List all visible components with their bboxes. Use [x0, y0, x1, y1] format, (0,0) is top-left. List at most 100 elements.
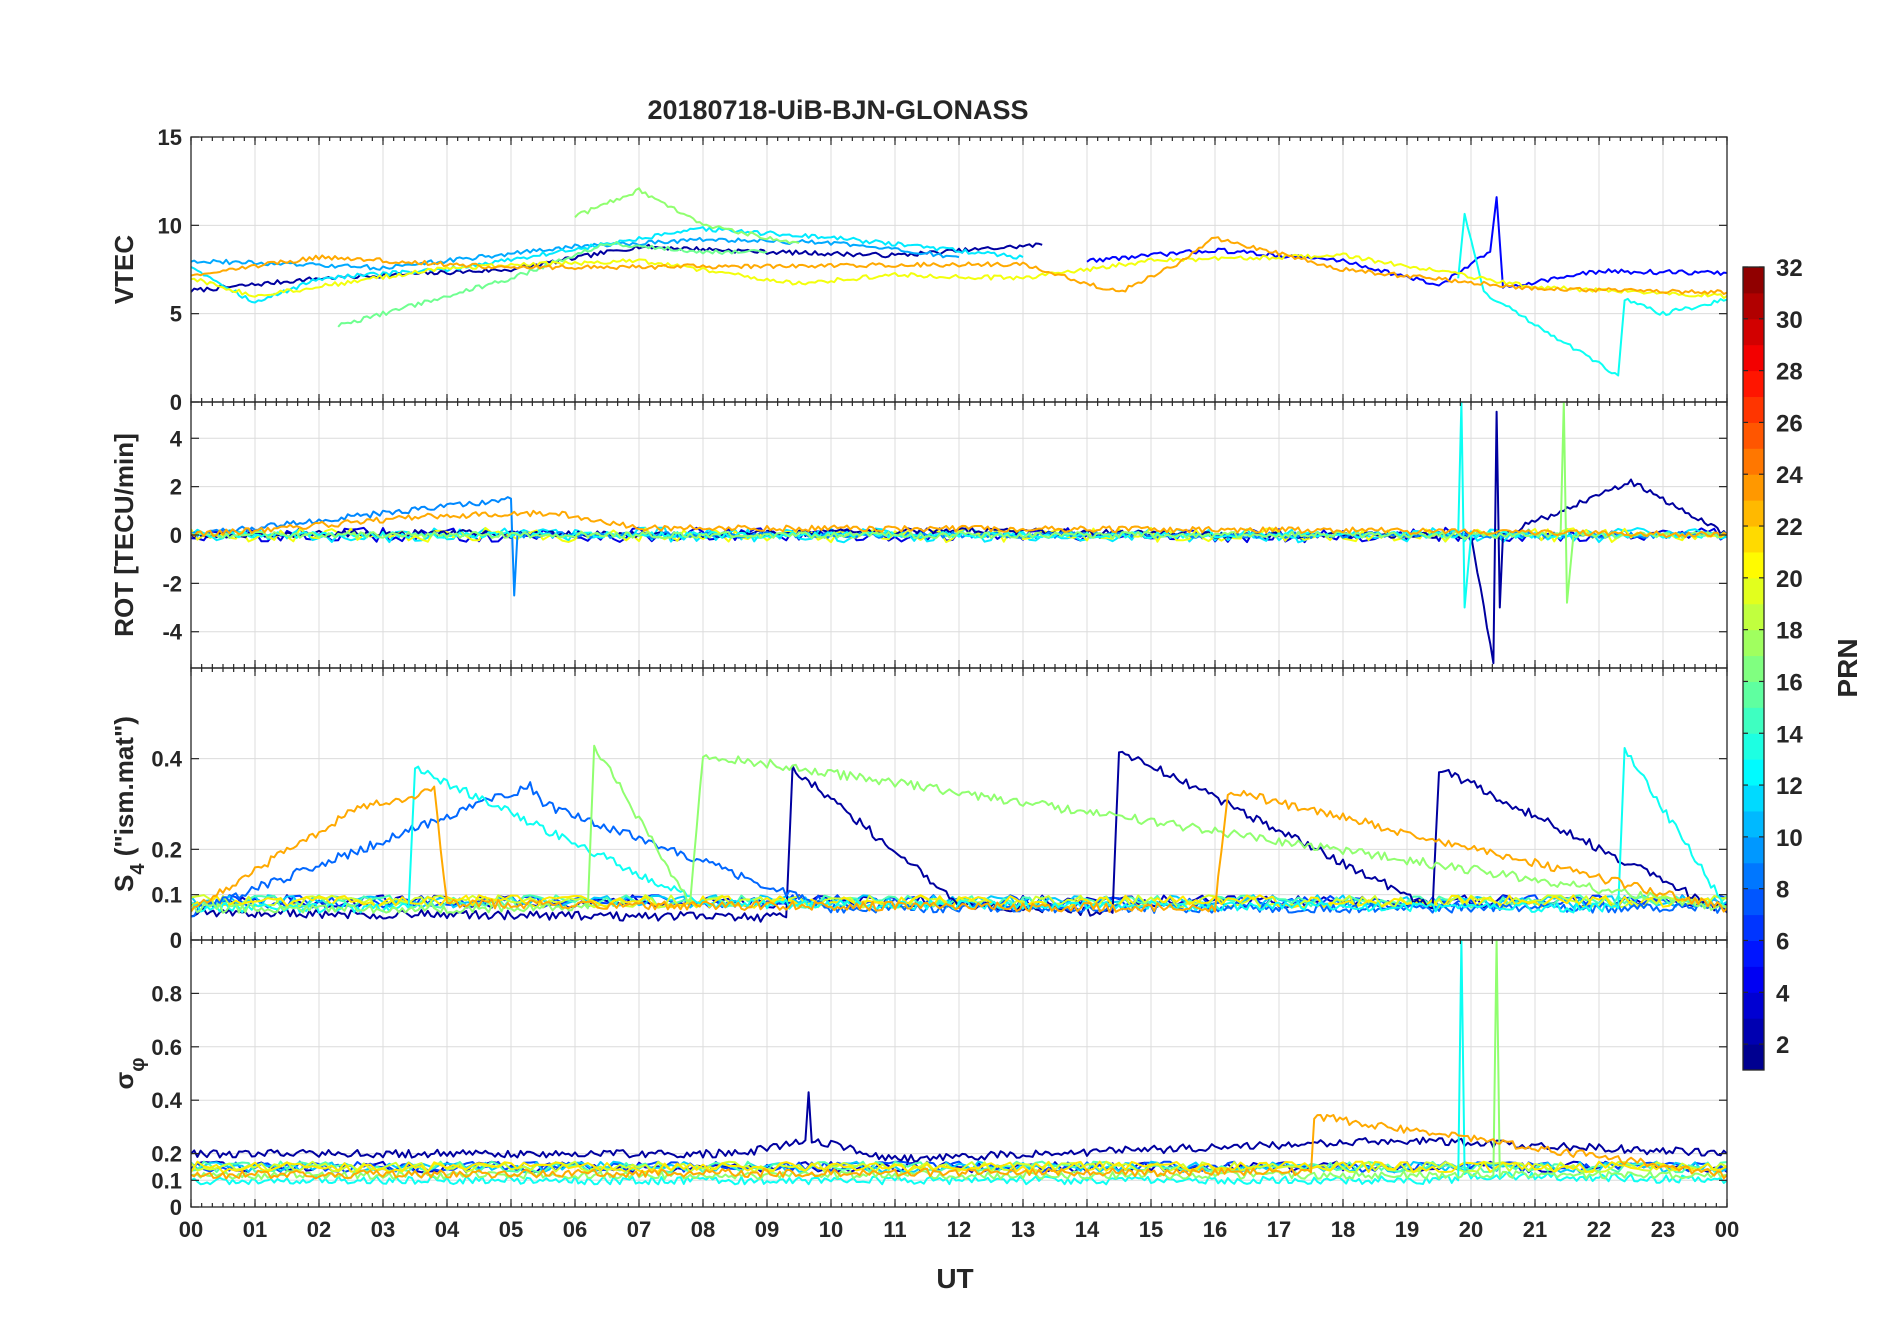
y-tick-label: -4 [162, 620, 182, 645]
y-tick-label: 0.4 [151, 1088, 182, 1113]
trace-prn-21 [191, 1160, 1727, 1174]
panel-rot: -4 -2 0 2 4 ROT [TECU/min] [109, 401, 1728, 669]
panel-vtec: 0 5 10 15 VTEC [109, 125, 1728, 415]
trace-prn-23 [191, 236, 1727, 295]
traces [191, 940, 1727, 1186]
colorbar-band [1743, 810, 1764, 838]
trace-prn-8 [191, 781, 1727, 918]
colorbar-band [1743, 474, 1764, 501]
y-tick-label: 0 [170, 1195, 182, 1220]
colorbar-band [1743, 551, 1764, 579]
colorbar-band [1743, 862, 1764, 890]
colorbar-band [1743, 940, 1764, 967]
y-tick-label: -2 [162, 571, 182, 596]
trace-prn-13 [1457, 212, 1727, 377]
x-tick-label: 13 [1011, 1217, 1035, 1242]
x-tick-label: 00 [179, 1217, 203, 1242]
y-tick-label: 0 [170, 390, 182, 415]
x-tick-label: 07 [627, 1217, 651, 1242]
y-tick-label: 4 [170, 426, 183, 451]
y-tick-label: 0.6 [151, 1035, 182, 1060]
colorbar-band [1743, 577, 1764, 605]
colorbar-tick-label: 26 [1776, 410, 1803, 437]
chart-title: 20180718-UiB-BJN-GLONASS [647, 95, 1028, 125]
traces [191, 744, 1727, 923]
colorbar-tick-label: 32 [1776, 255, 1803, 282]
panel-sigma-phi: 00.10.2 0.4 0.6 0.8 σφ 00 01 02 03 04 05 06 07 08 09 10… [109, 939, 1739, 1242]
colorbar-band [1743, 1044, 1764, 1071]
trace-prn-23 [191, 785, 1727, 913]
x-tick-label: 00 [1715, 1217, 1739, 1242]
colorbar-tick-label: 8 [1776, 877, 1789, 904]
colorbar-tick-label: 12 [1776, 773, 1803, 800]
colorbar-tick-label: 4 [1776, 980, 1790, 1007]
colorbar-band [1743, 992, 1764, 1019]
y-tick-label: 10 [158, 213, 182, 238]
trace-prn-10 [191, 236, 960, 271]
colorbar-band [1743, 733, 1764, 760]
colorbar-label: PRN [1832, 638, 1863, 697]
y-tick-label: 0.1 [151, 883, 182, 908]
colorbar-band [1743, 370, 1764, 398]
x-tick-label: 19 [1395, 1217, 1419, 1242]
y-label-sub: φ [127, 1057, 149, 1071]
trace-prn-12 [191, 226, 1024, 304]
y-tick-label: 0.4 [151, 747, 182, 772]
y-label-main: σ [109, 1072, 139, 1090]
trace-prn-23 [191, 509, 1727, 539]
x-tick-label: 12 [947, 1217, 971, 1242]
colorbar-band [1743, 681, 1764, 708]
y-tick-label: 0 [170, 523, 182, 548]
colorbar-band [1743, 1018, 1764, 1045]
x-tick-label: 09 [755, 1217, 779, 1242]
colorbar-tick-label: 14 [1776, 721, 1803, 748]
colorbar-tick-label: 30 [1776, 307, 1803, 334]
colorbar-band [1743, 759, 1764, 786]
colorbar-tick-label: 6 [1776, 928, 1789, 955]
colorbar-band [1743, 603, 1764, 631]
colorbar-band [1743, 344, 1764, 372]
y-tick-label: 0.2 [151, 837, 182, 862]
colorbar-tick-label: 16 [1776, 669, 1803, 696]
colorbar-band [1743, 267, 1764, 294]
y-label-sub: 4 [127, 863, 149, 875]
trace-prn-17 [574, 187, 800, 245]
y-axis-label: S4 ("ism.mat") [109, 716, 149, 892]
colorbar-tick-label: 20 [1776, 566, 1803, 593]
colorbar-tick-label: 22 [1776, 514, 1803, 541]
panel-s4: 00.10.20.4S4 ("ism.mat") [109, 667, 1728, 953]
x-tick-label: 03 [371, 1217, 395, 1242]
y-tick-label: 0.2 [151, 1142, 182, 1167]
y-axis-label: σφ [109, 1057, 149, 1089]
x-tick-label: 17 [1267, 1217, 1291, 1242]
colorbar-band [1743, 422, 1764, 449]
y-tick-label: 5 [170, 302, 182, 327]
x-tick-label: 20 [1459, 1217, 1483, 1242]
y-tick-label: 0.1 [151, 1168, 182, 1193]
colorbar-tick-label: 2 [1776, 1032, 1789, 1059]
colorbar-band [1743, 292, 1764, 320]
colorbar-band [1743, 655, 1764, 682]
traces [191, 187, 1727, 377]
x-tick-label: 18 [1331, 1217, 1355, 1242]
trace-prn-13 [191, 402, 1727, 609]
colorbar-box [1742, 266, 1765, 1071]
y-axis-label: VTEC [109, 235, 139, 305]
colorbar-band [1743, 526, 1764, 553]
x-tick-label: 10 [819, 1217, 843, 1242]
y-tick-label: 2 [170, 475, 182, 500]
colorbar-band [1743, 707, 1764, 734]
x-tick-label: 22 [1587, 1217, 1611, 1242]
colorbar-band [1743, 966, 1764, 993]
trace-prn-2 [191, 1091, 1727, 1163]
y-tick-label: 15 [158, 125, 182, 150]
x-tick-label: 08 [691, 1217, 715, 1242]
colorbar-band [1743, 629, 1764, 657]
trace-prn-23 [191, 1114, 1727, 1180]
colorbar-tick-label: 18 [1776, 618, 1803, 645]
x-tick-label: 01 [243, 1217, 267, 1242]
colorbar-band [1743, 396, 1764, 423]
